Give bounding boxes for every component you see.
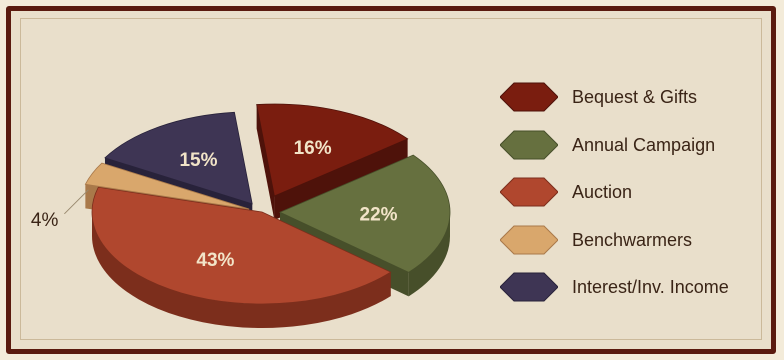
legend-label: Auction bbox=[572, 182, 633, 202]
legend-item: Benchwarmers bbox=[500, 223, 770, 271]
legend-swatch bbox=[500, 225, 558, 254]
pie-slice-side bbox=[92, 212, 391, 328]
slice-value-label: 15% bbox=[179, 150, 217, 171]
pie-slice-side bbox=[408, 212, 450, 297]
pie-slice bbox=[104, 111, 253, 205]
legend-swatch bbox=[500, 82, 558, 112]
pie-tops bbox=[84, 103, 451, 305]
pie-labels: 16% 22% 43% 4% 15% bbox=[31, 138, 398, 271]
legend-label: Annual Campaign bbox=[572, 134, 716, 155]
legend-item: Auction bbox=[500, 175, 770, 223]
legend-swatch bbox=[500, 272, 558, 302]
legend-item: Annual Campaign bbox=[500, 128, 770, 176]
legend: Bequest & Gifts Annual Campaign Auction … bbox=[500, 80, 770, 318]
pie-slice-face bbox=[274, 138, 408, 221]
callout-line bbox=[64, 189, 89, 215]
slice-value-label: 4% bbox=[31, 210, 59, 231]
pie-slice bbox=[84, 162, 250, 210]
inner-rule bbox=[20, 18, 762, 340]
legend-label: Benchwarmers bbox=[572, 229, 693, 250]
slice-value-label: 16% bbox=[294, 138, 332, 159]
slice-value-label: 43% bbox=[196, 250, 234, 271]
pie-slice bbox=[256, 103, 409, 197]
legend-swatch bbox=[500, 177, 558, 207]
legend-label: Interest/Inv. Income bbox=[572, 277, 729, 297]
slice-value-label: 22% bbox=[360, 204, 398, 225]
pie-slice bbox=[91, 186, 392, 305]
pie-slice-face bbox=[256, 104, 275, 221]
legend-label: Bequest & Gifts bbox=[572, 87, 698, 107]
legend-item: Bequest & Gifts bbox=[500, 80, 770, 128]
legend-item: Interest/Inv. Income bbox=[500, 270, 770, 318]
legend-swatch bbox=[500, 130, 558, 159]
pie-slice bbox=[279, 154, 451, 273]
